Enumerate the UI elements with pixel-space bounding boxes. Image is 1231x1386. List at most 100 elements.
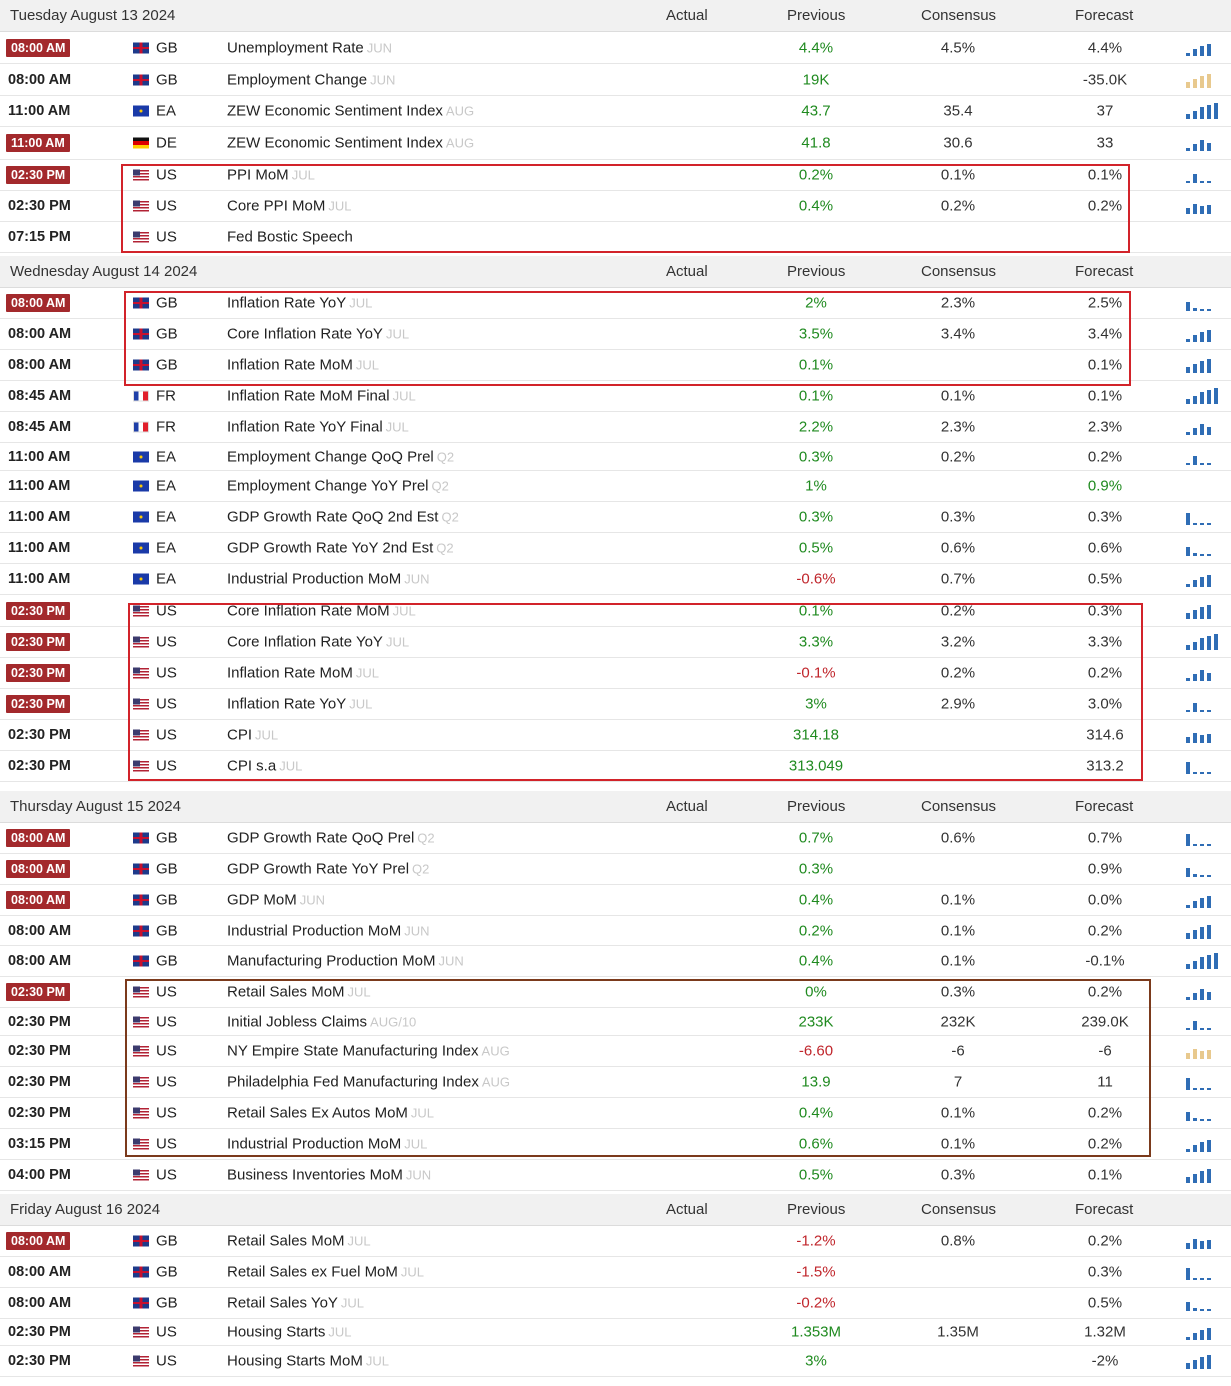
sparkline-chart-icon[interactable] [1186, 603, 1218, 619]
sparkline-chart-icon[interactable] [1186, 861, 1218, 877]
sparkline-chart-icon[interactable] [1186, 923, 1218, 939]
sparkline-chart-icon[interactable] [1186, 1264, 1218, 1280]
event-name-link[interactable]: Housing Starts JUL [227, 1324, 352, 1341]
event-name-link[interactable]: Unemployment Rate JUN [227, 39, 392, 56]
event-name-link[interactable]: Retail Sales MoM JUL [227, 1233, 371, 1250]
sparkline-chart-icon[interactable] [1186, 135, 1218, 151]
event-name-link[interactable]: Industrial Production MoM JUN [227, 922, 430, 939]
event-row[interactable]: 08:45 AM FR Inflation Rate YoY Final JUL 2.2… [0, 412, 1231, 443]
event-name-link[interactable]: NY Empire State Manufacturing Index AUG [227, 1043, 510, 1060]
event-name-link[interactable]: ZEW Economic Sentiment Index AUG [227, 135, 474, 152]
event-name-link[interactable]: Employment Change JUN [227, 71, 395, 88]
event-name-link[interactable]: Manufacturing Production MoM JUN [227, 953, 464, 970]
event-row[interactable]: 07:15 PM US Fed Bostic Speech [0, 222, 1231, 253]
event-row[interactable]: 02:30 PM US Housing Starts JUL 1.353M 1.35M 1.… [0, 1319, 1231, 1346]
event-name-link[interactable]: ZEW Economic Sentiment Index AUG [227, 103, 474, 120]
event-name-link[interactable]: GDP Growth Rate YoY 2nd Est Q2 [227, 540, 454, 557]
event-row[interactable]: 02:30 PM US Inflation Rate YoY JUL 3% 2.9% 3.0… [0, 689, 1231, 720]
sparkline-chart-icon[interactable] [1186, 509, 1218, 525]
event-name-link[interactable]: GDP Growth Rate QoQ 2nd Est Q2 [227, 509, 459, 526]
sparkline-chart-icon[interactable] [1186, 727, 1218, 743]
event-row[interactable]: 02:30 PM US PPI MoM JUL 0.2% 0.1% 0.1% [0, 160, 1231, 191]
event-row[interactable]: 02:30 PM US Core PPI MoM JUL 0.4% 0.2% 0.2% [0, 191, 1231, 222]
event-name-link[interactable]: Inflation Rate MoM Final JUL [227, 388, 416, 405]
event-row[interactable]: 02:30 PM US Core Inflation Rate MoM JUL 0.1%… [0, 595, 1231, 627]
event-name-link[interactable]: Industrial Production MoM JUN [227, 571, 430, 588]
event-row[interactable]: 02:30 PM US CPI JUL 314.18 314.6 [0, 720, 1231, 751]
event-row[interactable]: 02:30 PM US Housing Starts MoM JUL 3% -2% [0, 1346, 1231, 1377]
event-name-link[interactable]: Inflation Rate MoM JUL [227, 357, 379, 374]
sparkline-chart-icon[interactable] [1186, 1167, 1218, 1183]
event-name-link[interactable]: Core Inflation Rate MoM JUL [227, 602, 416, 619]
sparkline-chart-icon[interactable] [1186, 1014, 1218, 1030]
sparkline-chart-icon[interactable] [1186, 892, 1218, 908]
sparkline-chart-icon[interactable] [1186, 540, 1218, 556]
sparkline-chart-icon[interactable] [1186, 357, 1218, 373]
event-row[interactable]: 11:00 AM EA Employment Change YoY Prel Q2 1%… [0, 471, 1231, 502]
event-name-link[interactable]: Core Inflation Rate YoY JUL [227, 634, 409, 651]
event-name-link[interactable]: GDP MoM JUN [227, 892, 325, 909]
sparkline-chart-icon[interactable] [1186, 419, 1218, 435]
event-row[interactable]: 08:00 AM GB GDP Growth Rate QoQ Prel Q2 0.7%… [0, 823, 1231, 854]
event-name-link[interactable]: Philadelphia Fed Manufacturing Index AUG [227, 1074, 510, 1091]
sparkline-chart-icon[interactable] [1186, 953, 1218, 969]
event-row[interactable]: 02:30 PM US CPI s.a JUL 313.049 313.2 [0, 751, 1231, 782]
sparkline-chart-icon[interactable] [1186, 1233, 1218, 1249]
sparkline-chart-icon[interactable] [1186, 1105, 1218, 1121]
sparkline-chart-icon[interactable] [1186, 758, 1218, 774]
event-name-link[interactable]: Retail Sales YoY JUL [227, 1295, 364, 1312]
event-name-link[interactable]: Core PPI MoM JUL [227, 198, 351, 215]
sparkline-chart-icon[interactable] [1186, 103, 1218, 119]
event-row[interactable]: 11:00 AM EA Industrial Production MoM JUN -0… [0, 564, 1231, 595]
event-name-link[interactable]: GDP Growth Rate YoY Prel Q2 [227, 861, 429, 878]
event-name-link[interactable]: Retail Sales MoM JUL [227, 984, 371, 1001]
event-row[interactable]: 11:00 AM DE ZEW Economic Sentiment Index AU… [0, 127, 1231, 160]
event-row[interactable]: 02:30 PM US Retail Sales MoM JUL 0% 0.3% 0.2% [0, 977, 1231, 1008]
event-name-link[interactable]: Housing Starts MoM JUL [227, 1353, 389, 1370]
event-row[interactable]: 08:00 AM GB Core Inflation Rate YoY JUL 3.5%… [0, 319, 1231, 350]
event-row[interactable]: 08:00 AM GB Retail Sales ex Fuel MoM JUL -1.… [0, 1257, 1231, 1288]
event-name-link[interactable]: Employment Change YoY Prel Q2 [227, 478, 449, 495]
event-row[interactable]: 02:30 PM US Core Inflation Rate YoY JUL 3.3%… [0, 627, 1231, 658]
sparkline-chart-icon[interactable] [1186, 1353, 1218, 1369]
sparkline-chart-icon[interactable] [1186, 696, 1218, 712]
sparkline-chart-icon[interactable] [1186, 571, 1218, 587]
event-row[interactable]: 02:30 PM US NY Empire State Manufacturing … [0, 1036, 1231, 1067]
event-row[interactable]: 08:00 AM GB Industrial Production MoM JUN 0.… [0, 916, 1231, 946]
event-name-link[interactable]: Inflation Rate YoY Final JUL [227, 419, 409, 436]
event-name-link[interactable]: Industrial Production MoM JUL [227, 1136, 427, 1153]
event-row[interactable]: 08:00 AM GB Retail Sales MoM JUL -1.2% 0.8% 0.… [0, 1226, 1231, 1257]
event-row[interactable]: 08:00 AM GB Unemployment Rate JUN 4.4% 4.5% 4.… [0, 32, 1231, 64]
event-row[interactable]: 02:30 PM US Philadelphia Fed Manufacturing… [0, 1067, 1231, 1098]
event-row[interactable]: 11:00 AM EA GDP Growth Rate QoQ 2nd Est Q2 0… [0, 502, 1231, 533]
sparkline-chart-icon[interactable] [1186, 830, 1218, 846]
event-name-link[interactable]: Business Inventories MoM JUN [227, 1167, 431, 1184]
event-name-link[interactable]: Initial Jobless Claims AUG/10 [227, 1013, 416, 1030]
sparkline-chart-icon[interactable] [1186, 326, 1218, 342]
event-name-link[interactable]: CPI JUL [227, 727, 278, 744]
event-row[interactable]: 02:30 PM US Inflation Rate MoM JUL -0.1% 0.2%… [0, 658, 1231, 689]
event-name-link[interactable]: Inflation Rate YoY JUL [227, 696, 372, 713]
event-name-link[interactable]: CPI s.a JUL [227, 758, 302, 775]
sparkline-chart-icon[interactable] [1186, 1324, 1218, 1340]
event-name-link[interactable]: GDP Growth Rate QoQ Prel Q2 [227, 830, 435, 847]
sparkline-chart-icon[interactable] [1186, 1136, 1218, 1152]
event-row[interactable]: 02:30 PM US Initial Jobless Claims AUG/10 23… [0, 1008, 1231, 1036]
sparkline-chart-icon[interactable] [1186, 665, 1218, 681]
event-name-link[interactable]: Employment Change QoQ Prel Q2 [227, 448, 454, 465]
sparkline-chart-icon[interactable] [1186, 198, 1218, 214]
sparkline-chart-icon[interactable] [1186, 1074, 1218, 1090]
sparkline-chart-icon[interactable] [1186, 1043, 1218, 1059]
sparkline-chart-icon[interactable] [1186, 984, 1218, 1000]
sparkline-chart-icon[interactable] [1186, 72, 1218, 88]
event-row[interactable]: 04:00 PM US Business Inventories MoM JUN 0.5… [0, 1160, 1231, 1191]
sparkline-chart-icon[interactable] [1186, 295, 1218, 311]
event-row[interactable]: 08:00 AM GB Employment Change JUN 19K -35.0K [0, 64, 1231, 96]
sparkline-chart-icon[interactable] [1186, 1295, 1218, 1311]
event-name-link[interactable]: Inflation Rate MoM JUL [227, 665, 379, 682]
event-row[interactable]: 08:45 AM FR Inflation Rate MoM Final JUL 0.1… [0, 381, 1231, 412]
event-name-link[interactable]: Fed Bostic Speech [227, 229, 353, 246]
sparkline-chart-icon[interactable] [1186, 449, 1218, 465]
sparkline-chart-icon[interactable] [1186, 40, 1218, 56]
event-name-link[interactable]: PPI MoM JUL [227, 167, 315, 184]
